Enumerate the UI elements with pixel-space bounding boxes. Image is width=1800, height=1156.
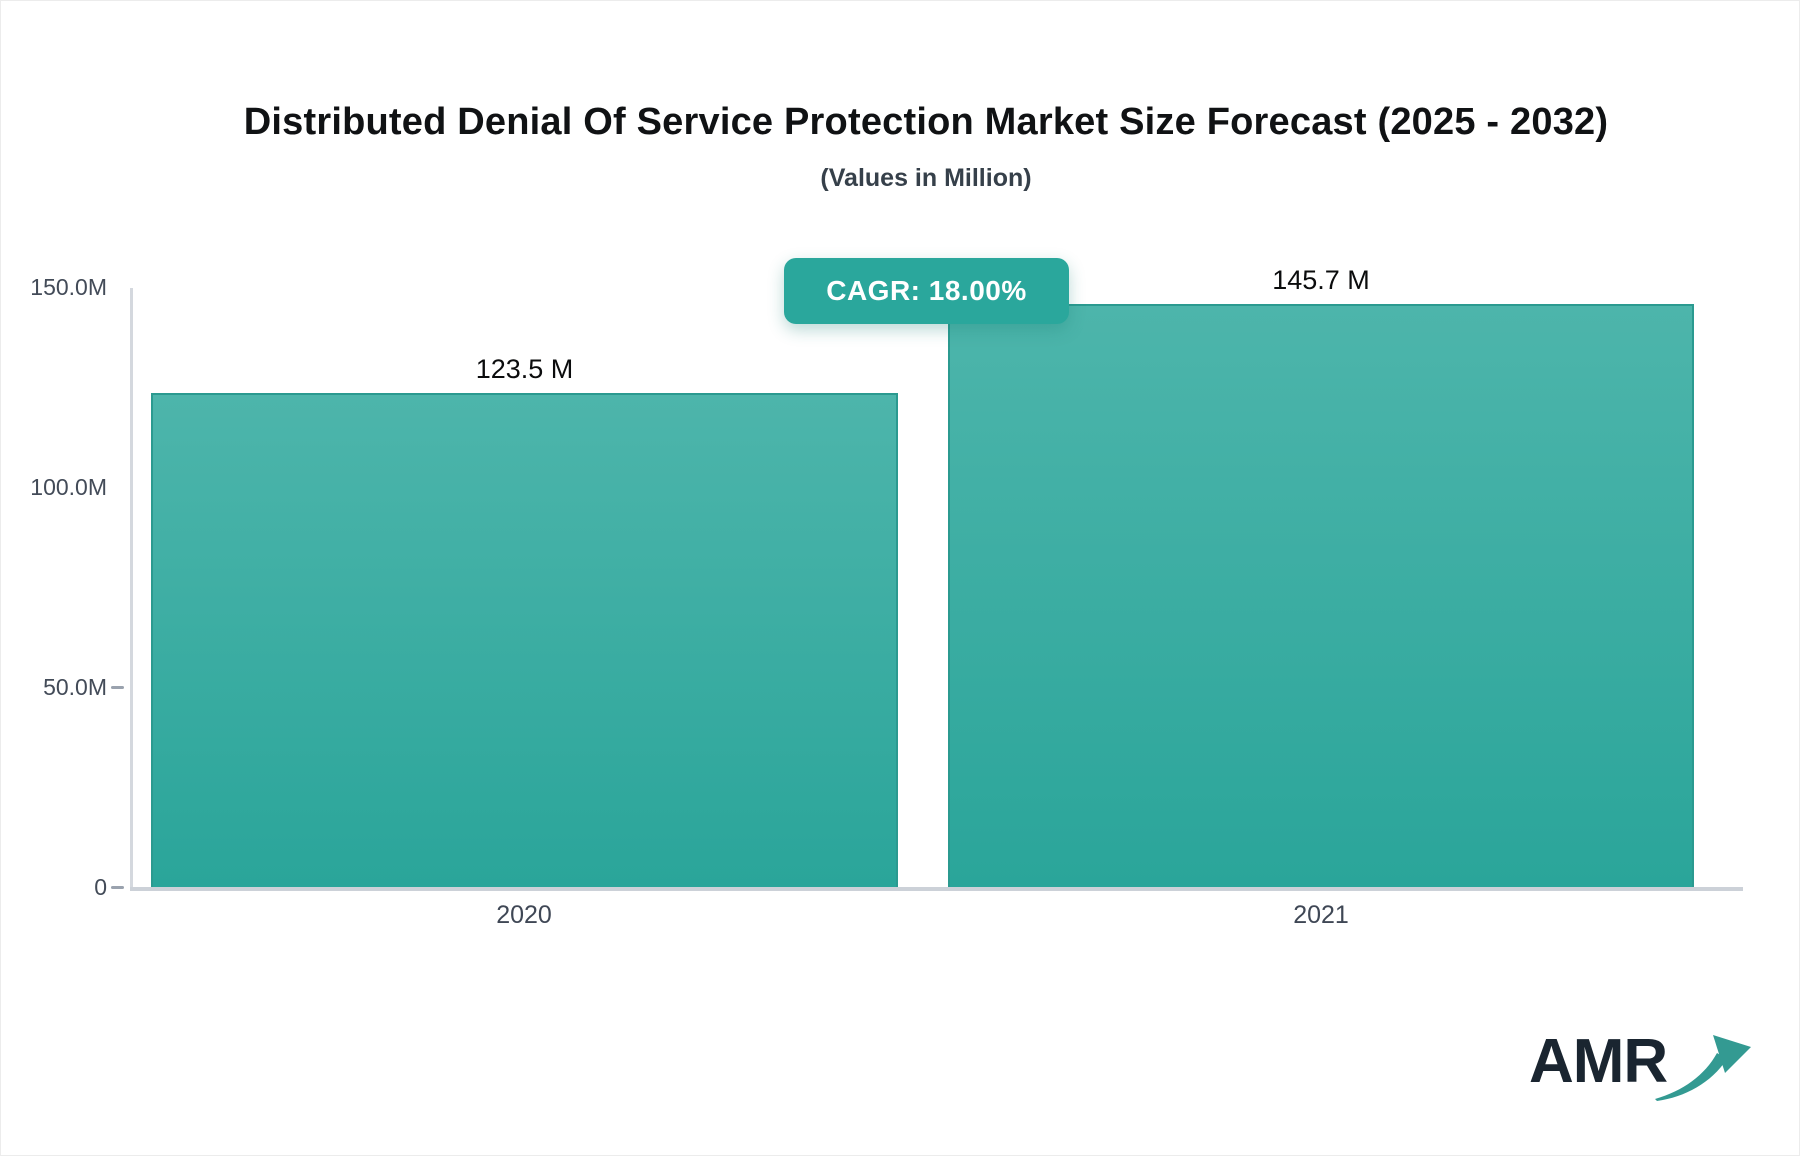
amr-logo-text: AMR	[1529, 1027, 1668, 1096]
x-axis-tick-label: 2021	[1293, 901, 1349, 929]
x-axis-line	[130, 887, 1743, 891]
plot-area: 123.5 M 145.7 M 2020 2021	[132, 265, 1743, 929]
chart-subtitle: (Values in Million)	[820, 164, 1032, 192]
y-axis-tick-mark	[111, 886, 124, 889]
cagr-badge-label: CAGR: 18.00%	[826, 275, 1027, 306]
bar-value-label: 145.7 M	[1272, 265, 1370, 296]
bar-2020: 123.5 M	[151, 354, 898, 887]
y-axis-tick-label: 100.0M	[30, 474, 107, 500]
bar-2021: 145.7 M	[948, 265, 1694, 887]
cagr-badge: CAGR: 18.00%	[784, 258, 1069, 324]
growth-arrow-icon	[1655, 1035, 1752, 1101]
y-axis-line	[130, 288, 133, 889]
y-axis-tick-label: 0	[94, 874, 107, 900]
y-axis-tick-mark	[111, 686, 124, 689]
x-axis-tick-label: 2020	[496, 901, 552, 929]
y-axis-tick-label: 50.0M	[43, 674, 107, 700]
chart-title: Distributed Denial Of Service Protection…	[243, 101, 1609, 143]
bar-value-label: 123.5 M	[475, 354, 574, 384]
amr-logo: AMR	[1529, 1031, 1755, 1107]
y-axis-tick-label: 150.0M	[30, 274, 107, 300]
